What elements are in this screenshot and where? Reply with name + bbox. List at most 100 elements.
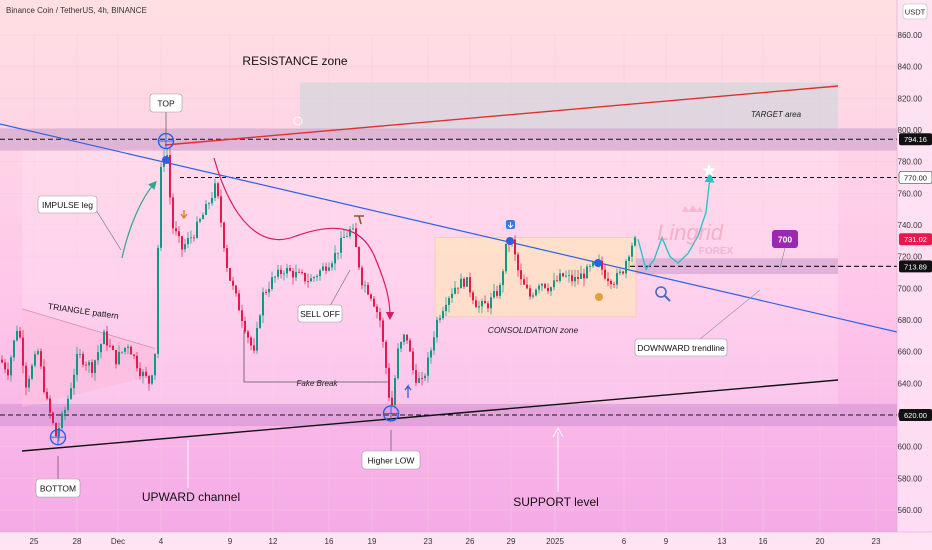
candle-body	[214, 183, 216, 198]
candle-body	[175, 228, 177, 232]
candle-body	[313, 277, 315, 279]
candle-body	[619, 271, 621, 274]
resistance-trendline	[164, 85, 839, 146]
candle-body	[58, 428, 60, 437]
candle-body	[64, 409, 66, 414]
candle-body	[331, 263, 333, 268]
candle-body	[613, 284, 615, 285]
time-tick-label: 13	[718, 537, 727, 546]
candle-body	[505, 243, 507, 272]
candle-body	[544, 283, 546, 288]
candle-body	[514, 239, 516, 255]
candle-body	[418, 378, 420, 383]
candle-body	[34, 354, 36, 366]
candle-body	[70, 388, 72, 399]
candle-body	[136, 355, 138, 369]
candle-body	[550, 287, 552, 292]
candle-body	[4, 362, 6, 370]
time-tick-label: 9	[228, 537, 233, 546]
candle-body	[445, 304, 447, 312]
time-tick-label: 12	[269, 537, 278, 546]
candle-body	[628, 256, 630, 261]
candle-body	[622, 271, 624, 274]
candle-body	[589, 266, 591, 267]
candle-body	[634, 237, 636, 246]
candle-body	[25, 365, 27, 388]
candle-body	[577, 276, 579, 279]
candle-body	[280, 269, 282, 274]
candle-body	[13, 340, 15, 358]
candle-body	[130, 346, 132, 355]
price-tick-label: 680.00	[898, 316, 923, 325]
candle-body	[73, 374, 75, 389]
price-tick-label: 720.00	[898, 253, 923, 262]
price-tag-box	[899, 133, 932, 146]
candle-body	[403, 334, 405, 343]
candle-body	[307, 281, 309, 283]
candle-body	[460, 278, 462, 289]
candle-body	[610, 280, 612, 285]
consolidation-box	[434, 237, 637, 318]
candle-body	[478, 306, 480, 308]
candle-body	[37, 351, 39, 355]
candle-body	[100, 344, 102, 353]
triangle-upper-edge	[21, 308, 156, 349]
projection	[637, 162, 717, 271]
svg-text:Higher LOW: Higher LOW	[368, 456, 415, 466]
candle-body	[118, 351, 120, 365]
candle-body	[523, 279, 525, 285]
candle-body	[85, 364, 87, 366]
annotations	[49, 112, 786, 492]
candle-body	[97, 352, 99, 361]
candle-body	[574, 276, 576, 282]
triangle-pattern-shape	[22, 308, 155, 408]
downward-trendline	[0, 123, 898, 333]
time-tick-labels: 25 28 Dec 4 9 12 16 19 23 26 29 2025 6 9 13 16 20 23	[30, 537, 881, 546]
candle-body	[496, 291, 498, 296]
candle-body	[604, 269, 606, 279]
price-tag-label: 620.00	[904, 411, 927, 420]
sell-off-pointer	[329, 269, 351, 307]
impulse-pointer	[95, 209, 122, 251]
candle-body	[274, 276, 276, 278]
candle-body	[103, 331, 105, 345]
down-arrow-icon	[507, 222, 514, 229]
candle-body	[310, 278, 312, 282]
candle-body	[616, 273, 618, 285]
candle-body	[238, 293, 240, 311]
candle-body	[67, 398, 69, 410]
candle-body	[475, 300, 477, 308]
candle-body	[19, 330, 21, 338]
candle-body	[583, 273, 585, 279]
candle-body	[370, 294, 372, 299]
time-tick-label: 16	[325, 537, 334, 546]
candle-body	[457, 287, 459, 289]
svg-text:IMPULSE leg: IMPULSE leg	[42, 200, 93, 210]
candle-body	[367, 284, 369, 295]
support-level-label: SUPPORT level	[513, 495, 599, 509]
candle-body	[43, 366, 45, 392]
time-axis: 25 28 Dec 4 9 12 16 19 23 26 29 2025 6 9 13 16 20 23	[0, 531, 932, 550]
candle-body	[625, 260, 627, 274]
price-tag-label: 794.16	[904, 135, 927, 144]
candle-body	[28, 378, 30, 388]
candle-body	[592, 262, 594, 267]
currency-button[interactable]	[902, 3, 928, 20]
candle-body	[7, 369, 9, 376]
candle-body	[517, 254, 519, 271]
candle-body	[160, 166, 162, 248]
star-icon	[701, 162, 717, 178]
trendline-touch-point	[162, 156, 170, 164]
price-tick-label: 740.00	[898, 221, 923, 230]
price-tick-label: 660.00	[898, 348, 923, 357]
price-tick-label: 560.00	[898, 506, 923, 515]
candle-body	[79, 353, 81, 355]
candle-body	[361, 267, 363, 286]
candle-body	[556, 280, 558, 282]
candle-body	[487, 303, 489, 309]
candle-body	[433, 337, 435, 351]
price-tick-label: 780.00	[898, 158, 923, 167]
price-tick-label: 820.00	[898, 94, 923, 103]
price-tick-label: 600.00	[898, 443, 923, 452]
